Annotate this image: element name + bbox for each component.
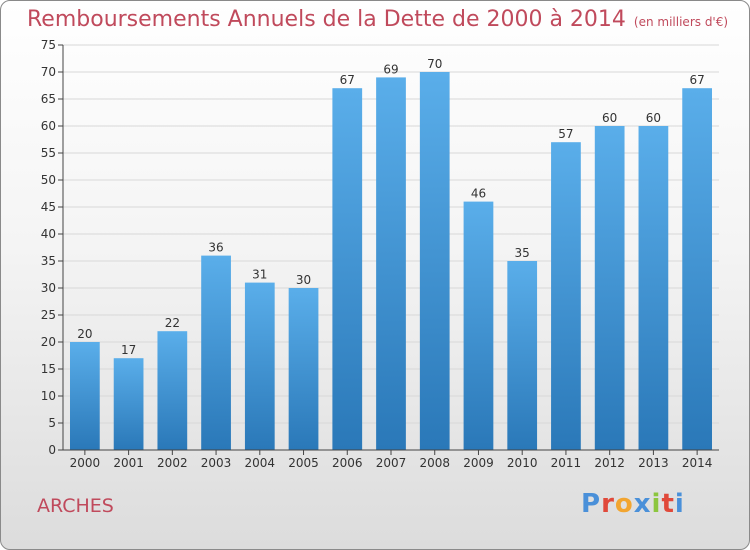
bar-2014 [682, 88, 713, 450]
y-tick-label: 30 [41, 281, 56, 295]
x-tick-label-2003: 2003 [201, 456, 232, 470]
x-tick-label-2009: 2009 [463, 456, 494, 470]
y-tick-label: 15 [41, 362, 56, 376]
y-tick-label: 25 [41, 308, 56, 322]
bar-2011 [551, 142, 581, 450]
bar-2004 [244, 282, 275, 450]
y-tick-label: 50 [41, 173, 56, 187]
x-tick-label-2000: 2000 [70, 456, 101, 470]
data-label-2002: 22 [165, 316, 180, 330]
bar-2009 [463, 201, 494, 450]
x-axis-ticks: 2000 2001 2002 2003 2004 2005 2006 2007 2008 2009… [70, 450, 713, 470]
y-tick-label: 5 [48, 416, 56, 430]
chart-title-text: Remboursements Annuels de la Dette de 20… [27, 7, 626, 32]
data-label-2009: 46 [471, 187, 486, 201]
bar-2008 [419, 72, 450, 450]
bar-2010 [507, 261, 538, 450]
logo-letter: x [633, 489, 652, 519]
y-tick-label: 10 [41, 389, 56, 403]
y-tick-label: 75 [41, 38, 56, 52]
data-label-2006: 67 [340, 73, 355, 87]
x-tick-label-2002: 2002 [157, 456, 188, 470]
bars [69, 72, 713, 451]
y-axis-ticks: 0 5 10 15 20 25 30 35 40 45 50 55 60 65 70 75 [41, 38, 63, 457]
x-tick-label-2012: 2012 [594, 456, 625, 470]
logo-letter: i [651, 489, 662, 519]
bar-2012 [594, 126, 625, 450]
bar-2005 [288, 288, 319, 450]
bar-2013 [638, 126, 669, 450]
y-tick-label: 20 [41, 335, 56, 349]
bar-2007 [376, 77, 406, 451]
x-tick-label-2008: 2008 [419, 456, 450, 470]
chart-title: Remboursements Annuels de la Dette de 20… [27, 7, 728, 32]
data-label-2007: 69 [383, 62, 398, 76]
logo-letter: r [601, 489, 615, 519]
data-label-2011: 57 [558, 127, 573, 141]
data-label-2003: 36 [208, 241, 223, 255]
data-label-2012: 60 [602, 111, 617, 125]
y-tick-label: 0 [48, 443, 56, 457]
x-tick-label-2014: 2014 [682, 456, 713, 470]
y-tick-label: 45 [41, 200, 56, 214]
x-tick-label-2007: 2007 [376, 456, 407, 470]
y-tick-label: 40 [41, 227, 56, 241]
data-label-2014: 67 [689, 73, 704, 87]
bar-2006 [332, 88, 363, 450]
chart-unit: (en milliers d'€) [633, 15, 729, 29]
x-tick-label-2013: 2013 [638, 456, 669, 470]
data-label-2005: 30 [296, 273, 311, 287]
x-tick-label-2005: 2005 [288, 456, 319, 470]
town-name: ARCHES [37, 495, 114, 517]
logo-letter: P [581, 489, 602, 519]
x-tick-label-2010: 2010 [507, 456, 538, 470]
x-tick-label-2004: 2004 [245, 456, 276, 470]
y-tick-label: 60 [41, 119, 56, 133]
data-label-2010: 35 [515, 246, 530, 260]
x-tick-label-2011: 2011 [551, 456, 582, 470]
logo-letter: i [674, 489, 685, 519]
y-tick-label: 55 [41, 146, 56, 160]
bar-2002 [157, 331, 188, 450]
data-label-2013: 60 [646, 111, 661, 125]
logo-letter: o [614, 489, 634, 519]
y-tick-label: 35 [41, 254, 56, 268]
data-label-2000: 20 [77, 327, 92, 341]
data-label-2008: 70 [427, 57, 442, 71]
x-tick-label-2006: 2006 [332, 456, 363, 470]
bar-2003 [201, 255, 231, 450]
x-tick-label-2001: 2001 [113, 456, 144, 470]
y-tick-label: 65 [41, 92, 56, 106]
data-labels: 20 17 22 36 31 30 67 69 70 46 35 57 60 60 67 [77, 57, 705, 357]
bar-2000 [69, 342, 100, 450]
data-label-2004: 31 [252, 268, 267, 282]
bar-2001 [113, 358, 144, 450]
proxiti-logo[interactable]: Proxiti [581, 489, 685, 519]
data-label-2001: 17 [121, 343, 136, 357]
y-tick-label: 70 [41, 65, 56, 79]
logo-letter: t [661, 489, 675, 519]
